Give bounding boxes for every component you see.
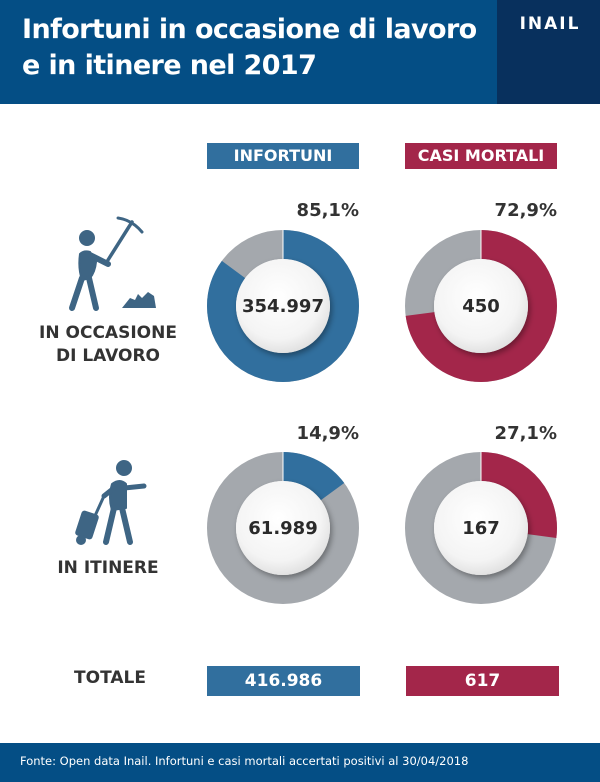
- donut-center-value: 354.997: [242, 295, 324, 317]
- pct-itinere-mortali: 27,1%: [494, 423, 557, 444]
- donut-center-value: 450: [462, 295, 500, 317]
- donut-chart-lavoro-infortuni: 354.997: [207, 230, 359, 382]
- total-infortuni-badge: 416.986: [207, 666, 360, 696]
- donut-center-value: 167: [462, 517, 500, 539]
- row-label-in-itinere: IN ITINERE: [57, 558, 159, 578]
- page-title: Infortuni in occasione di lavoro e in it…: [22, 12, 492, 84]
- row-label-line-2: DI LAVORO: [55, 346, 161, 366]
- row-label-line-1: IN OCCASIONE: [39, 323, 177, 343]
- donut-chart-itinere-infortuni: 61.989: [207, 452, 359, 604]
- pct-lavoro-mortali: 72,9%: [494, 200, 557, 221]
- donut-center-value: 61.989: [248, 517, 318, 539]
- header-banner: Infortuni in occasione di lavoro e in it…: [0, 0, 600, 104]
- miner-with-pickaxe-icon: [50, 212, 160, 321]
- inail-logo: INAIL: [519, 14, 581, 34]
- title-line-1: Infortuni in occasione di lavoro: [22, 14, 477, 45]
- totals-label: TOTALE: [74, 668, 146, 688]
- donut-chart-lavoro-mortali: 450: [405, 230, 557, 382]
- source-note: Fonte: Open data Inail. Infortuni e casi…: [20, 754, 469, 768]
- logo-panel: [497, 0, 600, 104]
- commuter-with-suitcase-icon: [62, 458, 154, 554]
- pct-lavoro-infortuni: 85,1%: [296, 200, 359, 221]
- footer-banner: Fonte: Open data Inail. Infortuni e casi…: [0, 743, 600, 782]
- column-header-casi-mortali: CASI MORTALI: [405, 143, 557, 169]
- title-line-2: e in itinere nel 2017: [22, 50, 317, 81]
- donut-chart-itinere-mortali: 167: [405, 452, 557, 604]
- column-header-infortuni: INFORTUNI: [207, 143, 359, 169]
- row-label-in-occasione-di-lavoro: IN OCCASIONE DI LAVORO: [33, 322, 183, 368]
- total-casi-mortali-badge: 617: [406, 666, 559, 696]
- pct-itinere-infortuni: 14,9%: [296, 423, 359, 444]
